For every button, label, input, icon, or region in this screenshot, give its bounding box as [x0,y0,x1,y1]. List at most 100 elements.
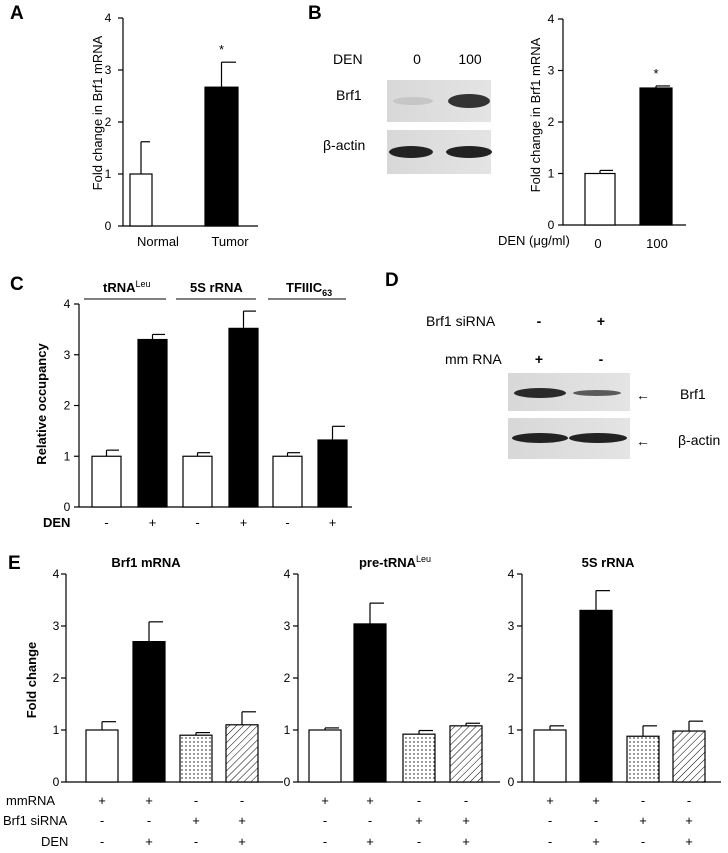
y-tick-label: 3 [53,619,60,633]
y-tick-label: 1 [64,449,71,463]
panel-letter-c: C [10,274,24,295]
panel-letter-d: D [385,270,399,291]
y-tick-label: 1 [105,167,112,181]
y-tick-label: 0 [53,775,60,789]
condition-sign: - [548,813,552,828]
condition-sign: - [594,813,598,828]
blot-d-cond-mmrna-sign-2: - [599,351,604,367]
chart-c: 0 1 2 3 4 Relative occupancy DEN - + - + - + [34,297,352,530]
chart-e-title-pretrna: pre-tRNALeu [359,554,431,570]
blot-b-band-actin-lane2 [446,146,492,158]
condition-sign: - [147,813,151,828]
y-tick-label: 4 [284,567,291,581]
y-tick-label: 0 [284,775,291,789]
condition-sign: + [240,515,248,530]
condition-sign: + [685,813,693,828]
condition-sign: - [285,515,289,530]
bar [179,734,213,783]
y-tick-label: 3 [284,619,291,633]
x-category-label: Tumor [211,234,249,249]
y-tick-label: 4 [548,12,555,26]
y-tick-label: 2 [284,671,291,685]
y-tick-label: 4 [64,297,71,311]
bar [225,724,259,783]
chart-c-group-headers: tRNALeu 5S rRNA TFIIIC63 [84,279,346,300]
bar [132,640,166,783]
bar [626,735,660,783]
chart-e-pre-trna: 0 1 2 3 4 + + - - - - + + - + - + [284,567,500,849]
chart-e-title-brf1: Brf1 mRNA [111,555,181,570]
significance-star: * [653,66,658,81]
condition-sign: - [548,834,552,849]
condition-sign: + [366,834,374,849]
y-axis-label: Fold change in Brf1 mRNA [528,37,543,192]
condition-sign: + [592,793,600,808]
bar [584,172,616,226]
blot-d-cond-mmrna-label: mm RNA [445,351,502,367]
y-axis-label: Fold change [24,642,39,719]
bar [449,725,483,783]
y-tick-label: 3 [548,64,555,78]
condition-sign: - [323,834,327,849]
condition-sign: - [100,813,104,828]
condition-sign: + [329,515,337,530]
bar [91,455,122,508]
bar [272,455,303,508]
x-category-label: 0 [594,236,601,251]
blot-d-band-brf1-lane2 [573,390,621,396]
chart-e-brf1-mrna: 0 1 2 3 4 Fold change mmRNA + + - - Brf1 siRNA - - + + D… [3,567,283,849]
blot-b-row-brf1: Brf1 [336,87,362,103]
condition-sign: + [685,834,693,849]
condition-sign: + [98,793,106,808]
blot-d-arrow-actin: ← [636,433,650,449]
x-category-label: Normal [137,234,179,249]
bar [85,729,119,783]
condition-label: Brf1 siRNA [3,813,68,828]
condition-sign: - [323,813,327,828]
blot-d-row-actin: β-actin [678,432,720,448]
panel-letter-b: B [308,3,322,24]
blot-b-band-actin-lane1 [389,146,433,158]
blot-d-band-brf1-lane1 [514,388,566,398]
condition-sign: - [417,793,421,808]
bar [308,729,342,783]
y-tick-label: 0 [105,219,112,233]
significance-star: * [219,42,224,57]
y-tick-label: 4 [53,567,60,581]
blot-d-band-actin-lane1 [512,433,568,443]
panel-letter-e: E [8,553,21,574]
blot-d-cond-siRNA-sign-2: + [597,313,605,329]
y-tick-label: 3 [64,348,71,362]
y-tick-label: 3 [105,63,112,77]
blot-b-lane-0: 0 [413,51,421,67]
blot-d-arrow-brf1: ← [636,387,650,403]
western-blot-b: DEN 0 100 Brf1 β-actin [323,51,492,174]
condition-sign: - [100,834,104,849]
condition-sign: + [415,813,423,828]
bar [228,327,259,508]
western-blot-d: Brf1 siRNA - + mm RNA + - ← Brf1 ← β-act… [426,313,720,459]
condition-sign: + [592,834,600,849]
y-tick-label: 1 [53,723,60,737]
x-axis-label: DEN (μg/ml) [498,233,570,248]
group-header-trna: tRNALeu [103,279,151,295]
y-tick-label: 2 [548,115,555,129]
condition-sign: + [145,793,153,808]
blot-b-band-brf1-lane1 [393,97,433,105]
panel-letter-a: A [10,3,24,24]
condition-label: DEN [43,515,70,530]
chart-e-5s-rrna: 0 1 2 3 4 + + - - - - + + - + - + [508,567,721,849]
group-header-5s: 5S rRNA [190,280,243,295]
bar [353,623,387,783]
condition-sign: + [238,813,246,828]
blot-d-cond-siRNA-label: Brf1 siRNA [426,313,496,329]
y-tick-label: 2 [105,115,112,129]
condition-sign: + [238,834,246,849]
condition-sign: + [149,515,157,530]
bar [317,439,348,508]
blot-b-lane-100: 100 [458,51,482,67]
y-axis-label: Relative occupancy [34,343,49,465]
condition-sign: + [462,813,470,828]
condition-sign: - [464,793,468,808]
